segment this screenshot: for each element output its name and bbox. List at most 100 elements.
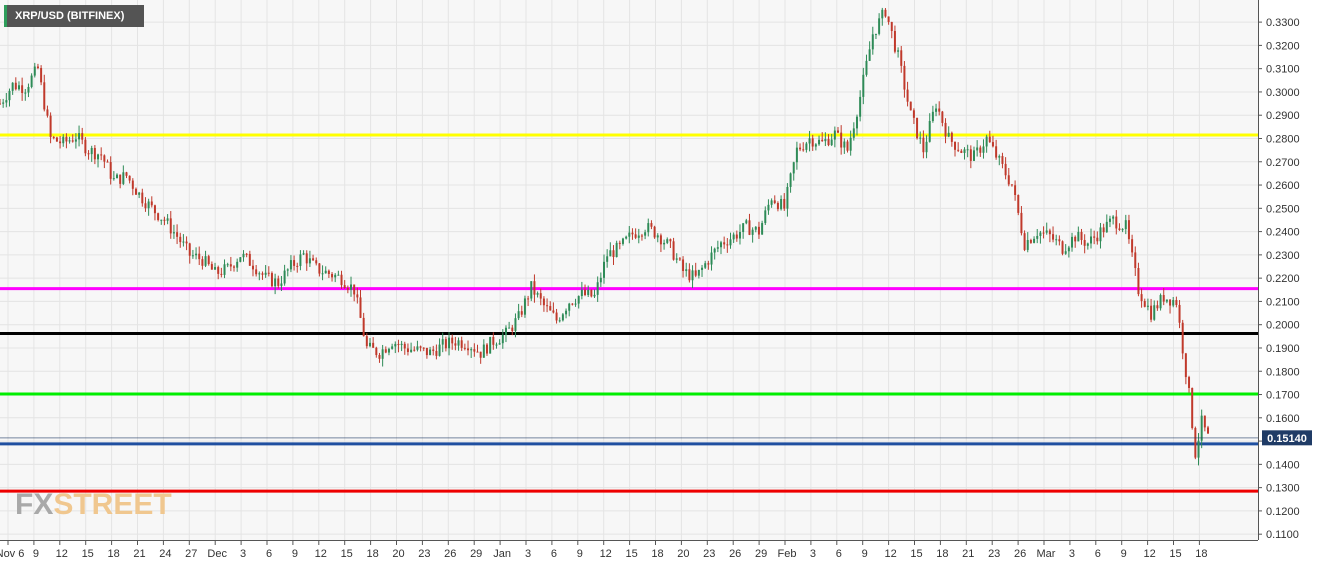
candle-body [1118,228,1121,230]
candle-body [928,120,931,142]
candle-body [871,34,874,50]
time-tick-label: 12 [884,548,896,560]
candle-body [814,144,817,147]
candle-body [887,16,890,22]
candle-body [890,21,893,32]
candle-body [289,260,292,270]
candle-body [821,139,824,142]
candle-body [1029,240,1032,243]
candle-body [43,82,46,110]
candle-body [255,269,258,275]
candle-body [840,132,843,148]
candle-body [659,235,662,245]
candle-body [245,253,248,255]
candle-body [732,234,735,240]
candle-body [258,273,261,275]
candle-body [789,173,792,187]
candle-body [1184,353,1187,378]
price-tick-label: 0.3000 [1266,87,1300,99]
candle-body [438,344,441,356]
candle-body [738,232,741,239]
time-tick-label: 9 [1121,548,1127,560]
time-tick-label: 6 [551,548,557,560]
current-price-label-bg [1262,430,1312,446]
time-tick-label: 6 [266,548,272,560]
candle-body [125,172,128,176]
candle-body [606,256,609,262]
candle-body [1045,230,1048,233]
candle-body [21,85,24,93]
candle-body [195,253,198,256]
candle-body [653,226,656,238]
candle-body [62,136,65,144]
candle-body [134,188,137,195]
candle-body [1010,184,1013,186]
candle-body [878,18,881,34]
candle-body [893,31,896,52]
time-tick-label: 6 [1095,548,1101,560]
candle-body [751,229,754,235]
candle-body [808,138,811,144]
candle-body [647,223,650,233]
candle-body [827,139,830,146]
candle-body [555,312,558,321]
candle-body [179,236,182,243]
candle-body [451,337,454,344]
candle-body [1156,305,1159,309]
candle-body [1121,229,1124,231]
candle-body [1153,305,1156,320]
candle-body [308,258,311,264]
level-lines [0,133,1258,493]
candle-body [207,256,210,265]
price-tick-label: 0.1200 [1266,506,1300,518]
candle-body [1178,304,1181,323]
candle-body [912,110,915,118]
candle-body [593,294,596,297]
candle-body [963,149,966,153]
candle-body [1169,299,1172,306]
candle-body [378,355,381,359]
candle-body [432,349,435,351]
candle-body [552,310,555,313]
time-tick-label: 29 [470,548,482,560]
candle-body [754,226,757,230]
candle-body [969,149,972,161]
time-tick-label: Nov 6 [0,548,24,560]
candle-body [900,50,903,66]
candle-body [580,289,583,297]
candle-body [81,133,84,140]
candle-body [331,274,334,278]
candle-body [859,96,862,117]
candle-body [1033,238,1036,243]
candle-body [270,273,273,287]
candle-body [609,250,612,257]
candle-body [770,200,773,205]
candle-body [656,235,659,238]
time-tick-label: Dec [207,548,227,560]
candle-body [14,82,17,90]
candle-body [128,175,131,181]
candle-body [467,348,470,351]
candle-body [248,253,251,266]
candle-body [55,137,58,142]
price-tick-label: 0.2200 [1266,273,1300,285]
candle-body [251,265,254,270]
candle-body [166,218,169,221]
candle-body [59,141,62,144]
candle-body [1026,240,1029,250]
candle-body [523,298,526,315]
candle-body [1172,300,1175,306]
candle-body [925,141,928,153]
candle-body [881,9,884,19]
candle-body [1159,295,1162,309]
candle-body [672,241,675,260]
candle-body [1127,220,1130,240]
candle-body [761,223,764,235]
candle-body [1014,185,1017,196]
candle-body [1036,235,1039,239]
candle-body [353,284,356,295]
time-tick-label: Mar [1037,548,1056,560]
candle-body [340,274,343,286]
candle-body [922,137,925,153]
candle-body [1001,156,1004,164]
